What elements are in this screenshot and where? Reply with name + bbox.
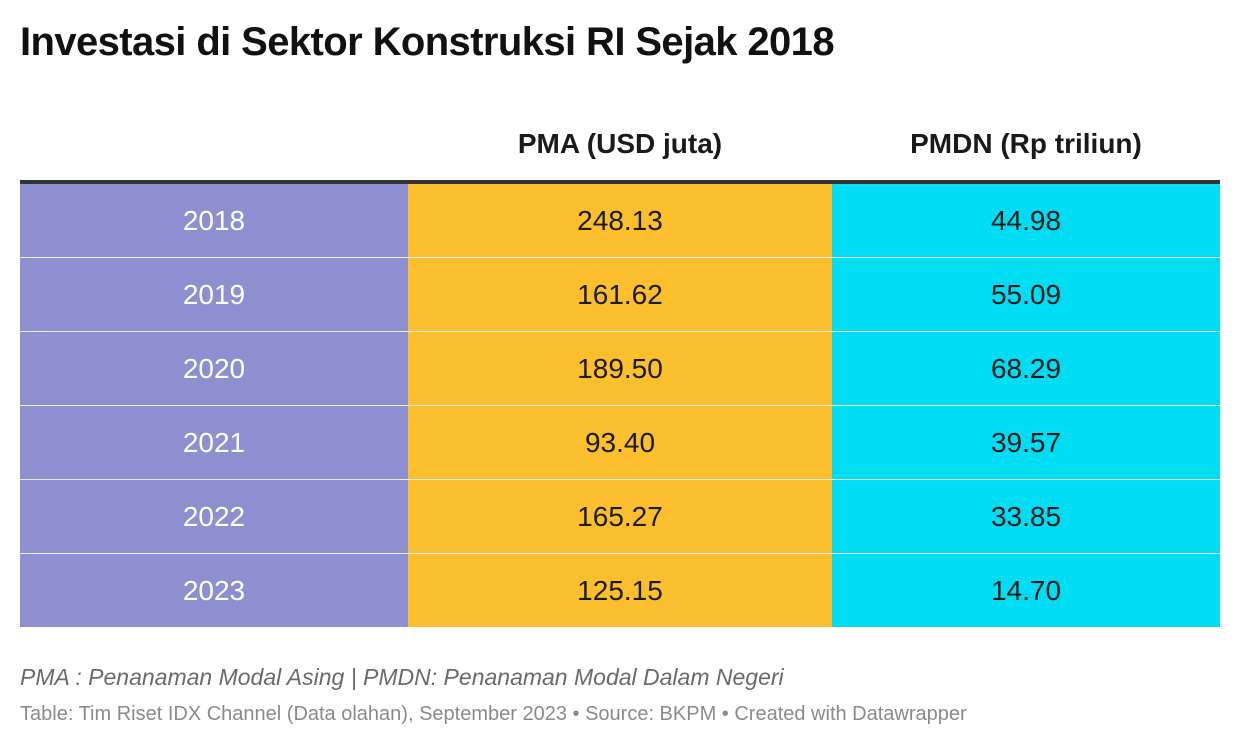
cell-year: 2020: [20, 332, 408, 405]
cell-pmdn: 68.29: [832, 332, 1220, 405]
data-table: PMA (USD juta) PMDN (Rp triliun) 2018 248…: [20, 108, 1220, 627]
cell-pmdn: 44.98: [832, 184, 1220, 257]
notes: PMA : Penanaman Modal Asing | PMDN: Pena…: [20, 664, 784, 690]
table-row: 2019 161.62 55.09: [20, 258, 1220, 332]
table-row: 2018 248.13 44.98: [20, 184, 1220, 258]
cell-pma: 125.15: [408, 554, 832, 627]
cell-pmdn: 55.09: [832, 258, 1220, 331]
header-year: [20, 108, 408, 180]
table-row: 2021 93.40 39.57: [20, 406, 1220, 480]
cell-pmdn: 39.57: [832, 406, 1220, 479]
chart-title: Investasi di Sektor Konstruksi RI Sejak …: [20, 20, 835, 64]
cell-pma: 161.62: [408, 258, 832, 331]
cell-year: 2018: [20, 184, 408, 257]
header-pmdn: PMDN (Rp triliun): [910, 128, 1142, 159]
table-row: 2022 165.27 33.85: [20, 480, 1220, 554]
cell-pmdn: 14.70: [832, 554, 1220, 627]
cell-pmdn: 33.85: [832, 480, 1220, 553]
cell-pma: 165.27: [408, 480, 832, 553]
cell-year: 2019: [20, 258, 408, 331]
cell-pma: 248.13: [408, 184, 832, 257]
table-row: 2023 125.15 14.70: [20, 554, 1220, 627]
footer: Table: Tim Riset IDX Channel (Data olaha…: [20, 703, 967, 725]
header-pma: PMA (USD juta): [517, 128, 723, 159]
cell-year: 2021: [20, 406, 408, 479]
cell-pma: 93.40: [408, 406, 832, 479]
cell-pma: 189.50: [408, 332, 832, 405]
cell-year: 2023: [20, 554, 408, 627]
cell-year: 2022: [20, 480, 408, 553]
table-header: PMA (USD juta) PMDN (Rp triliun): [20, 108, 1220, 184]
table-body: 2018 248.13 44.98 2019 161.62 55.09 2020 189.50…: [20, 184, 1220, 627]
table-row: 2020 189.50 68.29: [20, 332, 1220, 406]
